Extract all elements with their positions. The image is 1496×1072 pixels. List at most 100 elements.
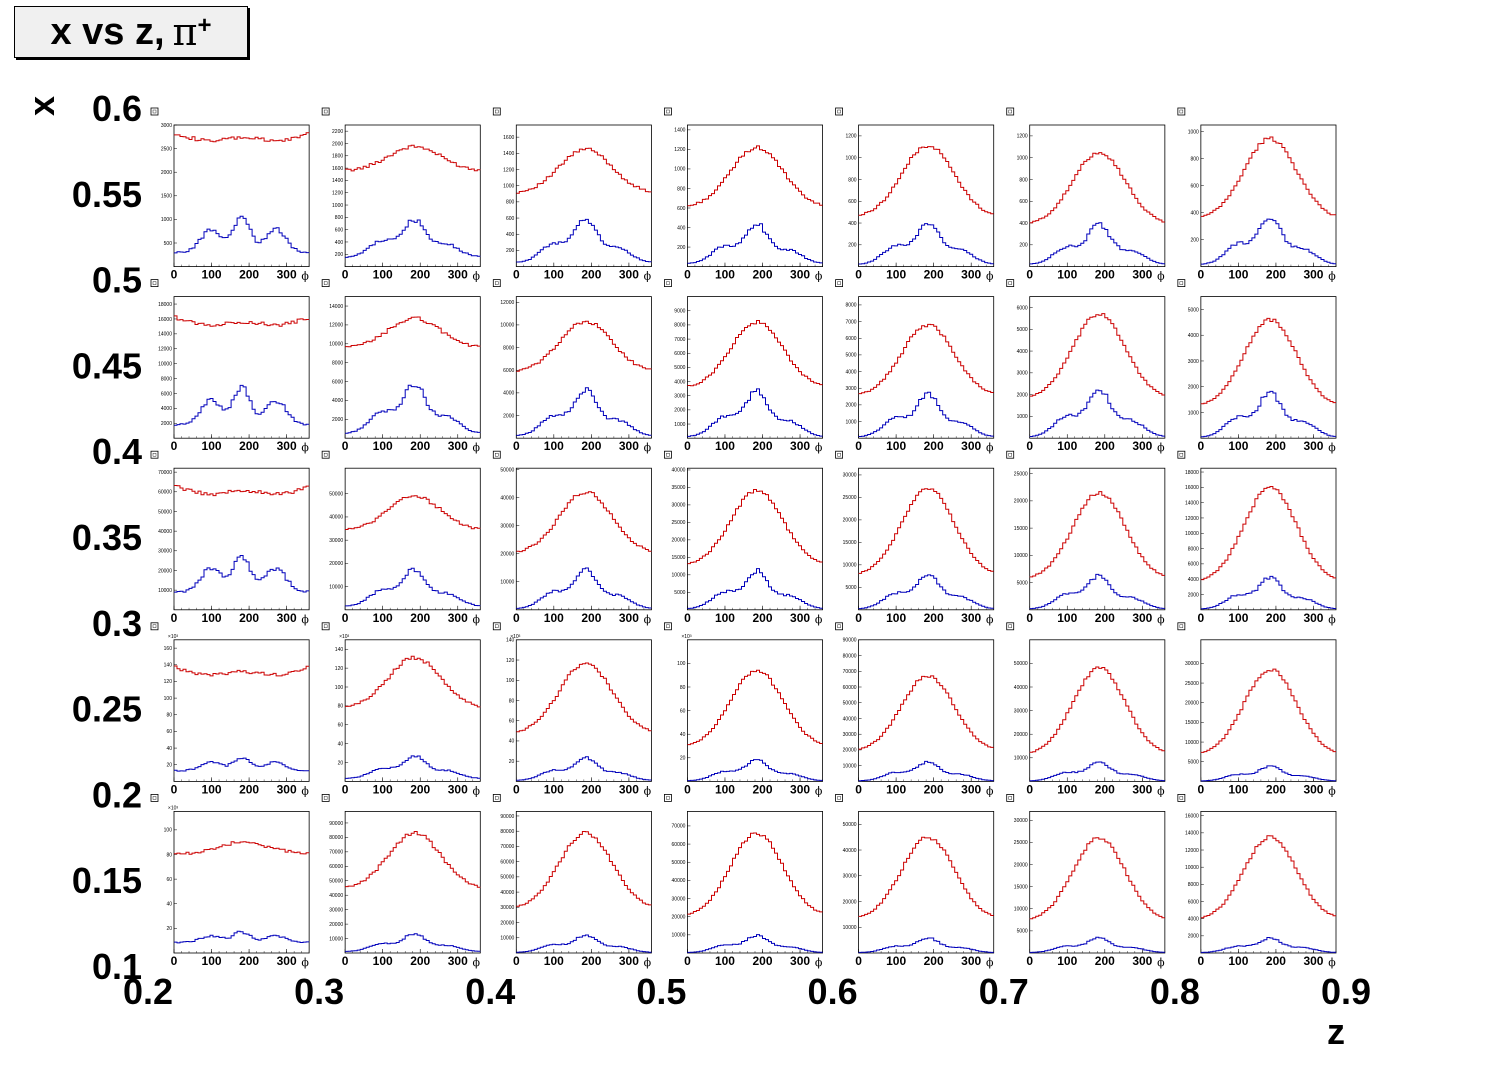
histogram-blue-series xyxy=(687,223,823,264)
panel-y-tick-label: 2000 xyxy=(161,421,172,427)
panel-y-tick-label: 1000 xyxy=(674,167,685,173)
panel-x-axis-label: ϕ xyxy=(1328,784,1336,797)
panel-y-tick-label: 14000 xyxy=(1185,831,1199,837)
panel-x-axis-label: ϕ xyxy=(301,613,309,626)
histogram-red-series xyxy=(687,320,823,387)
panel-y-tick-label: 20000 xyxy=(672,914,686,920)
subplot-panel: 10000 20000 30000 40000 50000 60000 70000 80000… xyxy=(835,622,995,797)
panel-x-tick-label: 300 xyxy=(961,954,981,968)
panel-y-tick-label: 3000 xyxy=(161,123,172,129)
panel-y-tick-label: 8000 xyxy=(674,323,685,329)
subplot-panel: 10000 20000 30000 40000 50000 60000 70000 80000… xyxy=(321,794,481,969)
panel-y-tick-label: 1200 xyxy=(674,147,685,153)
chart-title: x vs z, xyxy=(50,10,165,53)
panel-x-tick-label: 300 xyxy=(961,782,981,796)
panel-y-tick-label: 1000 xyxy=(1017,155,1028,161)
outer-x-tick-label: 0.6 xyxy=(808,971,858,1012)
histogram-blue-series xyxy=(858,574,994,610)
panel-x-tick-label: 200 xyxy=(752,268,772,282)
panel-x-tick-label: 300 xyxy=(619,954,639,968)
panel-x-tick-label: 0 xyxy=(1198,611,1205,625)
panel-stat-box xyxy=(150,450,159,459)
panel-y-tick-label: 1200 xyxy=(332,191,343,197)
panel-y-tick-label: 80000 xyxy=(500,829,514,835)
panel-y-tick-label: 10000 xyxy=(1014,907,1028,913)
panel-x-tick-label: 300 xyxy=(1132,782,1152,796)
panel-y-tick-label: 8000 xyxy=(1188,546,1199,552)
panel-x-tick-label: 100 xyxy=(373,954,393,968)
histogram-blue-series xyxy=(174,215,310,254)
panel-x-axis-label: ϕ xyxy=(473,270,481,283)
subplot-panel: 2000400060008000100001200014000160001800… xyxy=(1177,450,1337,626)
panel-stat-box-inner xyxy=(323,796,328,800)
panel-y-tick-label: 40 xyxy=(166,902,172,908)
subplot-panel: 10000 20000 30000 40000 50000 60000 70000 80000… xyxy=(492,794,652,969)
subplot-panel: 10000 20000 30000 40000 50000 0 100 200 300 ϕ xyxy=(321,450,481,626)
panel-y-tick-label: 30000 xyxy=(329,538,343,544)
panel-y-tick-label: 400 xyxy=(335,240,344,246)
panel-y-tick-label: 18000 xyxy=(158,302,172,308)
x-axis-title: z xyxy=(1327,1011,1345,1052)
panel-x-axis-label: ϕ xyxy=(815,784,823,797)
panel-y-tick-label: 70000 xyxy=(843,669,857,675)
panel-y-tick-label: 25000 xyxy=(843,495,857,501)
panel-x-axis-label: ϕ xyxy=(1157,613,1165,626)
panel-y-tick-label: 80 xyxy=(166,852,172,858)
panel-y-tick-label: 20000 xyxy=(843,899,857,905)
panel-x-tick-label: 300 xyxy=(790,782,810,796)
panel-y-tick-label: 80000 xyxy=(329,835,343,841)
panel-x-axis-label: ϕ xyxy=(644,613,652,626)
panel-x-axis-label: ϕ xyxy=(815,956,823,969)
histogram-blue-series xyxy=(516,567,652,609)
panel-y-tick-label: 6000 xyxy=(332,379,343,385)
panel-x-tick-label: 200 xyxy=(752,611,772,625)
panel-y-multiplier: ×10³ xyxy=(681,634,691,640)
panel-stat-box-inner xyxy=(837,796,841,800)
subplot-panel: 5000 10000 15000 20000 25000 0 100 200 300 ϕ xyxy=(1006,450,1166,626)
panel-x-tick-label: 200 xyxy=(239,439,259,453)
panel-y-tick-label: 5000 xyxy=(1188,760,1199,766)
subplot-panel: 1000 2000 3000 4000 5000 0 100 200 300 ϕ xyxy=(1177,279,1337,454)
panel-y-tick-label: 40000 xyxy=(672,468,686,474)
panel-y-tick-label: 30000 xyxy=(158,549,172,555)
panel-y-tick-label: 2000 xyxy=(503,413,514,419)
panel-y-tick-label: 4000 xyxy=(503,391,514,397)
panel-stat-box-inner xyxy=(1179,109,1184,114)
panel-y-tick-label: 500 xyxy=(164,241,173,247)
panel-stat-box xyxy=(492,279,501,288)
panel-y-tick-label: 1000 xyxy=(1188,410,1199,416)
panel-y-tick-label: 60 xyxy=(509,719,515,725)
panel-y-tick-label: 30000 xyxy=(1185,661,1199,667)
panel-x-tick-label: 0 xyxy=(342,611,349,625)
panel-x-tick-label: 200 xyxy=(1095,268,1115,282)
panel-y-tick-label: 30000 xyxy=(672,896,686,902)
panel-y-tick-label: 10000 xyxy=(329,584,343,590)
panel-y-tick-label: 10000 xyxy=(843,763,857,769)
panel-y-tick-label: 8000 xyxy=(332,360,343,366)
panel-y-tick-label: 60000 xyxy=(843,685,857,691)
panel-x-axis-label: ϕ xyxy=(1157,784,1165,797)
panel-x-tick-label: 100 xyxy=(1057,954,1077,968)
panel-x-tick-label: 100 xyxy=(886,782,906,796)
panel-x-tick-label: 300 xyxy=(790,268,810,282)
histogram-red-series xyxy=(1200,835,1336,919)
panel-stat-box-inner xyxy=(495,281,499,285)
panel-y-tick-label: 800 xyxy=(848,177,857,183)
subplot-panel: 2000400060008000100001200014000160001800… xyxy=(150,279,310,454)
panel-stat-box xyxy=(664,107,672,116)
panel-x-tick-label: 100 xyxy=(1228,611,1248,625)
panel-x-tick-label: 300 xyxy=(1132,611,1152,625)
panel-y-tick-label: 600 xyxy=(506,216,515,222)
outer-axes: 0.60.550.50.450.40.350.30.250.20.150.10.… xyxy=(21,88,1371,1052)
panel-y-tick-label: 400 xyxy=(848,221,857,227)
panel-y-tick-label: 20000 xyxy=(500,552,514,558)
panel-x-tick-label: 200 xyxy=(581,954,601,968)
panel-y-tick-label: 1600 xyxy=(332,166,343,172)
panel-stat-box xyxy=(835,279,843,288)
panel-stat-box-inner xyxy=(1008,624,1012,628)
panel-y-tick-label: 400 xyxy=(1191,210,1200,216)
panel-y-tick-label: 5000 xyxy=(1017,580,1028,586)
panel-x-tick-label: 0 xyxy=(855,782,862,796)
panel-stat-box-inner xyxy=(1008,796,1012,800)
panel-y-multiplier: ×10³ xyxy=(510,634,520,640)
